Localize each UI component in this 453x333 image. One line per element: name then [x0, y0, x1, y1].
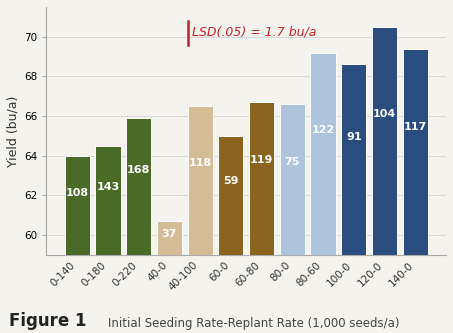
- Bar: [372, 27, 397, 255]
- Text: Figure 1: Figure 1: [9, 312, 87, 330]
- Text: 117: 117: [404, 122, 427, 132]
- Bar: [126, 118, 151, 255]
- Text: Initial Seeding Rate-Replant Rate (1,000 seeds/a): Initial Seeding Rate-Replant Rate (1,000…: [108, 317, 400, 330]
- Text: LSD(.05) = 1.7 bu/a: LSD(.05) = 1.7 bu/a: [193, 25, 317, 38]
- Bar: [280, 104, 305, 255]
- Text: 119: 119: [250, 155, 273, 165]
- Text: 91: 91: [346, 132, 361, 142]
- Text: 143: 143: [96, 182, 120, 192]
- Text: 108: 108: [66, 188, 89, 198]
- Bar: [95, 146, 120, 255]
- Text: 168: 168: [127, 165, 150, 175]
- Bar: [310, 53, 336, 255]
- Bar: [249, 102, 274, 255]
- Bar: [157, 221, 182, 255]
- Bar: [218, 136, 243, 255]
- Text: 104: 104: [373, 109, 396, 119]
- Text: 122: 122: [312, 125, 335, 135]
- Bar: [65, 156, 90, 255]
- Text: 37: 37: [162, 229, 177, 239]
- Text: 118: 118: [188, 158, 212, 168]
- Text: 75: 75: [284, 157, 300, 166]
- Y-axis label: Yield (bu/a): Yield (bu/a): [7, 95, 20, 167]
- Bar: [188, 106, 213, 255]
- Bar: [341, 65, 366, 255]
- Text: 59: 59: [223, 176, 239, 186]
- Bar: [403, 49, 428, 255]
